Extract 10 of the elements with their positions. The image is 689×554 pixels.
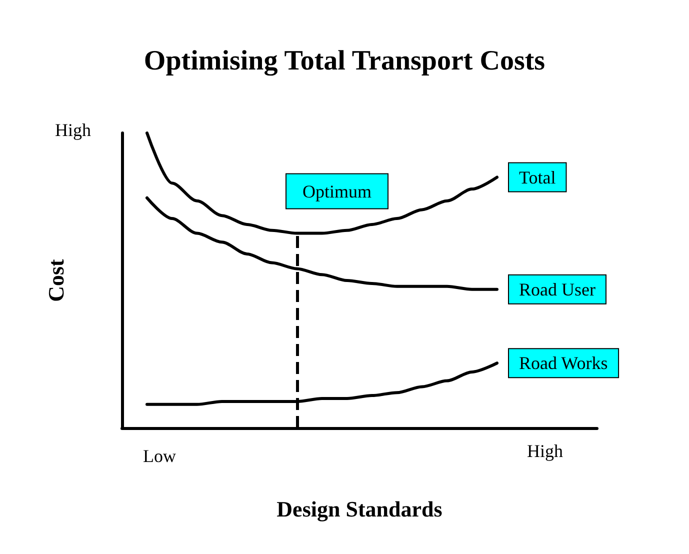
text: High bbox=[527, 441, 563, 461]
annotation: Optimum bbox=[302, 181, 372, 202]
text: High bbox=[55, 120, 91, 140]
series-label: Road Works bbox=[519, 353, 608, 374]
text: Low bbox=[143, 446, 176, 466]
series-label: Road User bbox=[519, 279, 596, 300]
series-label: Total bbox=[519, 167, 556, 188]
y-axis-title: Cost bbox=[44, 258, 68, 302]
chart-title: Optimising Total Transport Costs bbox=[144, 46, 546, 76]
x-axis-title: Design Standards bbox=[276, 496, 443, 522]
